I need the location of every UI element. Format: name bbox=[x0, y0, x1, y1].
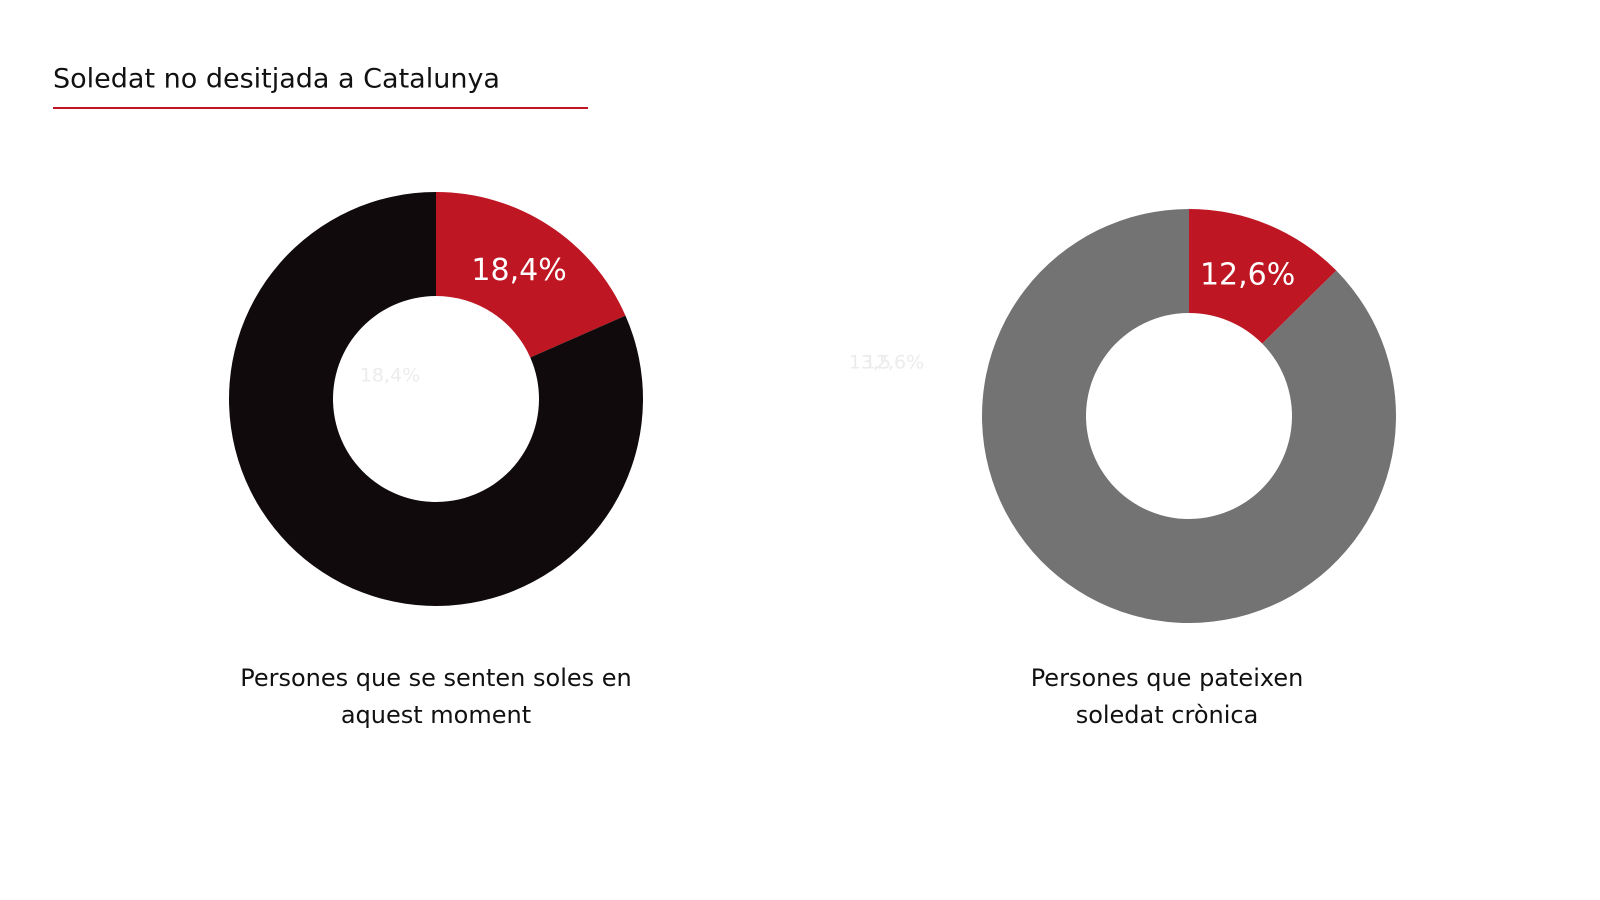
annotation: 12,6% bbox=[864, 352, 924, 374]
annotation: 13,5 bbox=[849, 352, 891, 374]
value-label: 12,6% bbox=[1200, 257, 1295, 292]
annotation: 18,4% bbox=[360, 365, 420, 387]
caption: aquest moment bbox=[341, 701, 531, 729]
caption: Persones que se senten soles en bbox=[240, 664, 632, 692]
page-title: Soledat no desitjada a Catalunya bbox=[53, 64, 500, 95]
donut-slice bbox=[1189, 209, 1337, 344]
caption: Persones que pateixen bbox=[1031, 664, 1304, 692]
donut-slice bbox=[982, 209, 1396, 623]
value-label: 18,4% bbox=[471, 253, 566, 288]
donut-slice bbox=[228, 192, 643, 607]
donut-slice bbox=[436, 192, 626, 358]
caption: soledat crònica bbox=[1076, 701, 1259, 729]
